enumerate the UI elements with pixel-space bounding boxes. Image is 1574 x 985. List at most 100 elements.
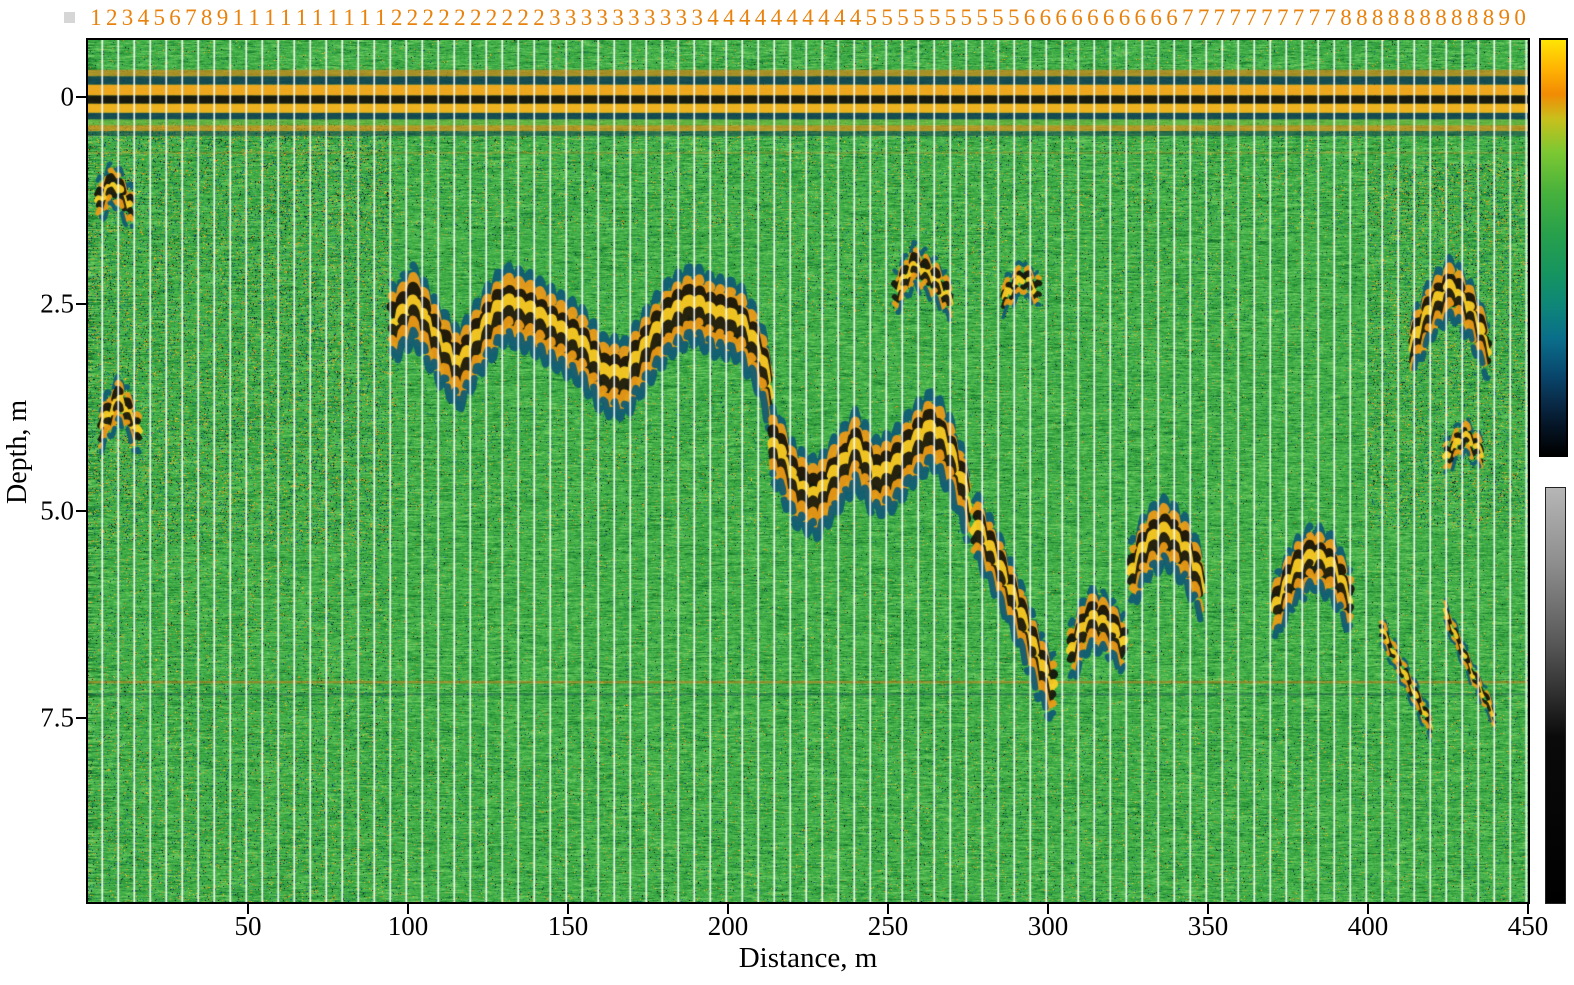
trace-number: 1	[359, 5, 371, 30]
trace-number: 4	[738, 5, 751, 30]
trace-number: 3	[659, 5, 672, 30]
trace-number: 7	[1229, 5, 1242, 30]
trace-number: 5	[881, 5, 893, 30]
radargram-plot	[86, 38, 1530, 904]
x-tick-mark	[1367, 904, 1369, 914]
trace-number: 6	[1087, 5, 1099, 30]
trace-number: 3	[549, 5, 561, 30]
depth-tick-label: 5.0	[40, 495, 74, 526]
trace-number: 7	[1182, 5, 1194, 30]
trace-number: 4	[849, 5, 862, 30]
trace-number: 1	[327, 5, 340, 30]
trace-number: 8	[1371, 5, 1384, 30]
trace-number: 2	[533, 5, 545, 30]
trace-number: 4	[802, 5, 814, 30]
trace-number: 7	[1276, 5, 1289, 30]
trace-number: 2	[438, 5, 450, 30]
trace-number: 6	[1150, 5, 1162, 30]
trace-number: 1	[295, 5, 308, 30]
trace-number: 3	[580, 5, 593, 30]
trace-number: 8	[1387, 5, 1400, 30]
trace-number: 8	[1356, 5, 1368, 30]
trace-number: 7	[1197, 5, 1210, 30]
trace-number: 6	[1134, 5, 1147, 30]
x-tick-label: 300	[1027, 911, 1069, 941]
trace-number: 1	[232, 5, 245, 30]
x-tick-mark	[1207, 904, 1209, 914]
trace-number: 5	[913, 5, 925, 30]
trace-number: 1	[311, 5, 324, 30]
trace-number: 2	[469, 5, 482, 30]
radargram-canvas	[88, 40, 1528, 902]
x-tick-mark	[567, 904, 569, 914]
trace-number: 4	[833, 5, 846, 30]
x-tick-label: 200	[707, 911, 749, 941]
x-tick-mark	[407, 904, 409, 914]
trace-number: 8	[200, 5, 213, 30]
depth-tick-mark	[76, 717, 86, 720]
trace-number: 7	[1308, 5, 1321, 30]
depth-tick-mark	[76, 510, 86, 513]
x-tick-label: 450	[1507, 911, 1549, 941]
trace-number: 2	[485, 5, 498, 30]
trace-number: 3	[644, 5, 656, 30]
trace-number: 8	[1482, 5, 1495, 30]
x-tick-mark	[247, 904, 249, 914]
trace-number: 5	[928, 5, 941, 30]
trace-number: 6	[1166, 5, 1178, 30]
x-tick-mark	[727, 904, 729, 914]
trace-number: 7	[1213, 5, 1226, 30]
trace-number: 2	[454, 5, 466, 30]
trace-number: 0	[1514, 5, 1526, 30]
gray-colorbar	[1545, 487, 1566, 904]
trace-number: 3	[628, 5, 640, 30]
depth-tick-mark	[76, 303, 86, 306]
trace-number: 5	[153, 5, 165, 30]
depth-axis-label: Depth, m	[2, 399, 33, 504]
trace-number: 2	[517, 5, 529, 30]
corner-marker	[64, 12, 75, 23]
trace-number: 4	[818, 5, 830, 30]
trace-number: 3	[121, 5, 134, 30]
distance-axis-label: Distance, m	[738, 942, 878, 974]
trace-number: 2	[105, 5, 118, 30]
trace-number: 1	[374, 5, 387, 30]
trace-number: 5	[960, 5, 972, 30]
trace-number: 8	[1435, 5, 1447, 30]
depth-tick-label: 7.5	[40, 702, 74, 733]
trace-number: 1	[343, 5, 355, 30]
depth-tick-label: 2.5	[40, 288, 74, 319]
x-tick-label: 50	[234, 911, 262, 941]
trace-number: 7	[1324, 5, 1336, 30]
trace-number: 8	[1419, 5, 1431, 30]
trace-number: 4	[770, 5, 783, 30]
trace-number: 3	[564, 5, 577, 30]
trace-number: 8	[1403, 5, 1416, 30]
trace-number: 6	[169, 5, 181, 30]
trace-number: 6	[1102, 5, 1115, 30]
x-tick-mark	[1527, 904, 1529, 914]
trace-number: 1	[248, 5, 260, 30]
trace-number: 7	[185, 5, 197, 30]
trace-number: 2	[501, 5, 514, 30]
x-tick-label: 350	[1187, 911, 1229, 941]
trace-number: 1	[90, 5, 102, 30]
trace-number: 2	[406, 5, 419, 30]
trace-number: 6	[1118, 5, 1131, 30]
trace-number: 8	[1466, 5, 1479, 30]
trace-number: 9	[1498, 5, 1511, 30]
trace-number: 4	[723, 5, 735, 30]
trace-number: 2	[422, 5, 434, 30]
depth-tick-mark	[76, 96, 86, 99]
x-tick-label: 250	[867, 911, 909, 941]
x-tick-mark	[1047, 904, 1049, 914]
trace-number: 6	[1071, 5, 1083, 30]
trace-number: 6	[1039, 5, 1052, 30]
trace-number: 2	[390, 5, 403, 30]
trace-number: 5	[944, 5, 957, 30]
depth-tick-label: 0	[60, 81, 75, 112]
trace-number: 7	[1261, 5, 1273, 30]
trace-number: 3	[596, 5, 609, 30]
trace-number: 7	[1245, 5, 1257, 30]
